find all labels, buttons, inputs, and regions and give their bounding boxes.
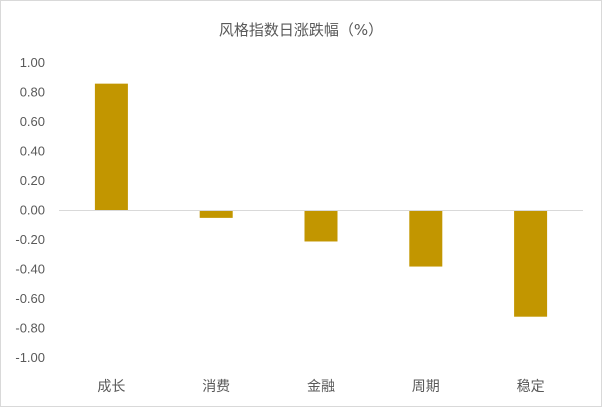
y-tick-label: 0.40 <box>20 144 45 159</box>
y-tick-label: -0.40 <box>15 262 45 277</box>
y-tick-label: -0.80 <box>15 321 45 336</box>
x-category-label: 稳定 <box>517 379 545 395</box>
bar-3 <box>304 210 338 242</box>
y-tick-label: 0.60 <box>20 114 45 129</box>
bar-2 <box>199 210 233 218</box>
y-tick-label: -1.00 <box>15 350 45 365</box>
x-category-label: 消费 <box>202 379 230 395</box>
y-tick-label: 1.00 <box>20 55 45 70</box>
y-tick-label: 0.00 <box>20 203 45 218</box>
bar-4 <box>409 210 443 267</box>
y-tick-label: 0.80 <box>20 85 45 100</box>
x-category-label: 金融 <box>307 379 335 395</box>
y-tick-label: -0.60 <box>15 291 45 306</box>
chart-title: 风格指数日涨跌幅（%） <box>218 21 384 39</box>
y-tick-label: 0.20 <box>20 173 45 188</box>
bar-1 <box>94 83 128 211</box>
bar-5 <box>514 210 548 317</box>
y-tick-label: -0.20 <box>15 232 45 247</box>
x-category-label: 成长 <box>97 379 125 395</box>
x-category-label: 周期 <box>412 379 440 395</box>
